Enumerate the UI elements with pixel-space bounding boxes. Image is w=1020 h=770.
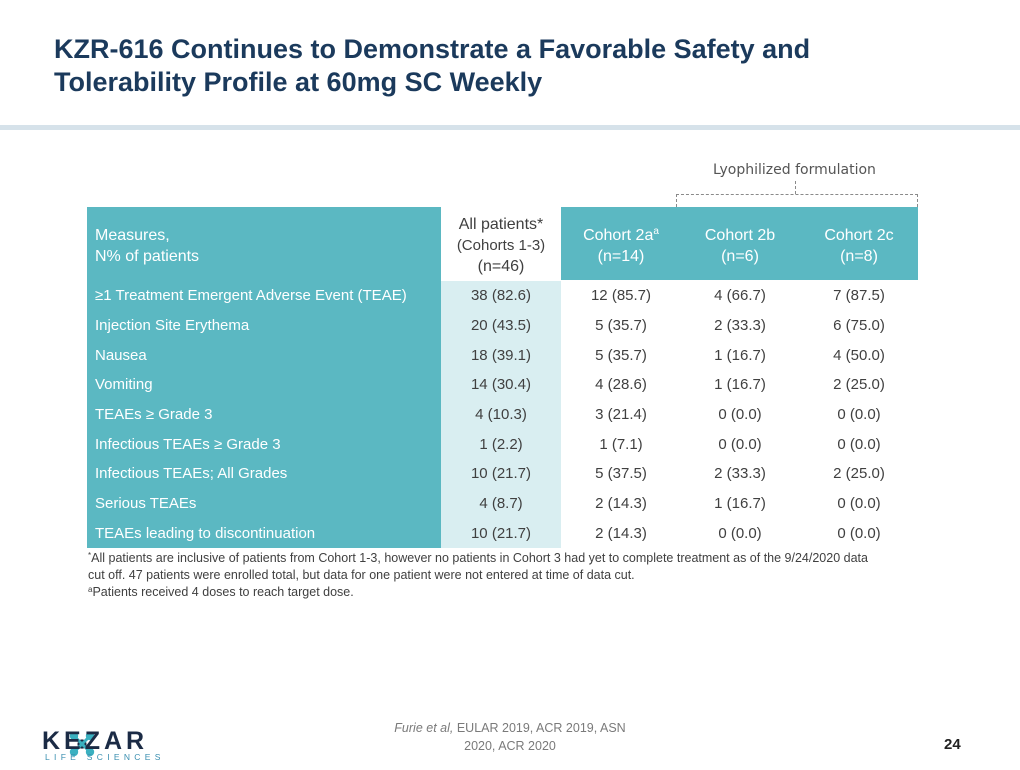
footnote-star-mark: * bbox=[88, 551, 92, 560]
header-measures-line-1: Measures, bbox=[95, 227, 170, 244]
page-number: 24 bbox=[944, 736, 961, 753]
lyophilized-formulation-label: Lyophilized formulation bbox=[713, 162, 876, 178]
header-cohort-2c-label: Cohort 2c bbox=[824, 227, 894, 244]
header-cohort-2c-n: (n=8) bbox=[840, 248, 878, 265]
table-row: Infectious TEAEs; All Grades 10 (21.7) 5… bbox=[0, 459, 1020, 489]
cell-all-patients: 10 (21.7) bbox=[470, 525, 532, 542]
citation-authors: Furie et al, bbox=[394, 721, 454, 735]
cell-cohort-2c: 2 (25.0) bbox=[833, 376, 885, 393]
table-row: TEAEs leading to discontinuation 10 (21.… bbox=[0, 519, 1020, 549]
cell-all-patients: 4 (8.7) bbox=[479, 495, 523, 512]
header-all-patients-line-1: All patients* bbox=[458, 216, 544, 233]
cohort-header-background bbox=[561, 207, 918, 280]
cell-cohort-2b: 0 (0.0) bbox=[718, 525, 762, 542]
kezar-logo-subtitle: LIFE SCIENCES bbox=[45, 752, 165, 762]
cell-cohort-2c: 7 (87.5) bbox=[833, 287, 885, 304]
row-measure: Vomiting bbox=[95, 376, 153, 393]
cell-cohort-2b: 0 (0.0) bbox=[718, 406, 762, 423]
cell-cohort-2a: 5 (37.5) bbox=[595, 465, 647, 482]
cell-cohort-2c: 0 (0.0) bbox=[837, 495, 881, 512]
header-cohort-2c: Cohort 2c (n=8) bbox=[800, 225, 918, 267]
page-title-line-1: KZR-616 Continues to Demonstrate a Favor… bbox=[54, 34, 811, 64]
header-all-patients: All patients* (Cohorts 1-3) (n=46) bbox=[441, 214, 561, 277]
header-cohort-2b: Cohort 2b (n=6) bbox=[681, 225, 799, 267]
header-all-patients-line-3: (n=46) bbox=[477, 258, 525, 275]
row-measure: Nausea bbox=[95, 347, 147, 364]
cell-cohort-2c: 0 (0.0) bbox=[837, 525, 881, 542]
cell-cohort-2b: 1 (16.7) bbox=[714, 376, 766, 393]
table-row: Vomiting 14 (30.4) 4 (28.6) 1 (16.7) 2 (… bbox=[0, 370, 1020, 400]
citation: Furie et al, EULAR 2019, ACR 2019, ASN 2… bbox=[380, 719, 640, 755]
cell-cohort-2a: 1 (7.1) bbox=[599, 436, 643, 453]
row-measure: Injection Site Erythema bbox=[95, 317, 250, 334]
row-measure: TEAEs leading to discontinuation bbox=[95, 525, 316, 542]
citation-line-1: EULAR 2019, ACR 2019, ASN bbox=[453, 721, 626, 735]
cell-cohort-2b: 1 (16.7) bbox=[714, 495, 766, 512]
cell-cohort-2a: 3 (21.4) bbox=[595, 406, 647, 423]
cell-cohort-2a: 5 (35.7) bbox=[595, 347, 647, 364]
page-title: KZR-616 Continues to Demonstrate a Favor… bbox=[54, 33, 954, 99]
header-cohort-2a-superscript: a bbox=[653, 226, 659, 237]
all-patients-header-cell bbox=[441, 207, 561, 281]
header-cohort-2a-n: (n=14) bbox=[597, 248, 645, 265]
table-row: TEAEs ≥ Grade 3 4 (10.3) 3 (21.4) 0 (0.0… bbox=[0, 400, 1020, 430]
cell-cohort-2b: 0 (0.0) bbox=[718, 436, 762, 453]
cell-cohort-2c: 6 (75.0) bbox=[833, 317, 885, 334]
cell-cohort-2a: 4 (28.6) bbox=[595, 376, 647, 393]
cell-cohort-2b: 1 (16.7) bbox=[714, 347, 766, 364]
kezar-logo-mark-icon bbox=[69, 731, 95, 757]
header-all-patients-line-2: (Cohorts 1-3) bbox=[456, 237, 546, 254]
footnotes: *All patients are inclusive of patients … bbox=[88, 550, 928, 601]
page-title-line-2: Tolerability Profile at 60mg SC Weekly bbox=[54, 67, 543, 97]
cell-cohort-2a: 2 (14.3) bbox=[595, 495, 647, 512]
cell-all-patients: 38 (82.6) bbox=[470, 287, 532, 304]
footnote-target-dose-text: Patients received 4 doses to reach targe… bbox=[92, 585, 354, 599]
title-divider bbox=[0, 125, 1020, 130]
cell-cohort-2c: 2 (25.0) bbox=[833, 465, 885, 482]
footnote-all-patients: *All patients are inclusive of patients … bbox=[88, 550, 928, 567]
cell-cohort-2c: 0 (0.0) bbox=[837, 406, 881, 423]
cell-all-patients: 4 (10.3) bbox=[475, 406, 527, 423]
header-measures-line-2: N% of patients bbox=[95, 248, 200, 265]
cell-all-patients: 14 (30.4) bbox=[470, 376, 532, 393]
lyophilized-bracket bbox=[676, 194, 918, 207]
cell-all-patients: 10 (21.7) bbox=[470, 465, 532, 482]
cell-cohort-2c: 0 (0.0) bbox=[837, 436, 881, 453]
row-measure: Infectious TEAEs; All Grades bbox=[95, 465, 288, 482]
table-row: ≥1 Treatment Emergent Adverse Event (TEA… bbox=[0, 281, 1020, 311]
row-measure: Serious TEAEs bbox=[95, 495, 197, 512]
header-cohort-2b-n: (n=6) bbox=[721, 248, 759, 265]
row-measure: TEAEs ≥ Grade 3 bbox=[95, 406, 213, 423]
cell-cohort-2a: 12 (85.7) bbox=[590, 287, 652, 304]
measures-column-background bbox=[87, 207, 441, 548]
cell-cohort-2b: 2 (33.3) bbox=[714, 465, 766, 482]
header-cohort-2b-label: Cohort 2b bbox=[704, 227, 776, 244]
table-row: Infectious TEAEs ≥ Grade 3 1 (2.2) 1 (7.… bbox=[0, 430, 1020, 460]
lyophilized-bracket-tick bbox=[795, 181, 796, 194]
cell-all-patients: 1 (2.2) bbox=[479, 436, 523, 453]
footnote-all-patients-line-1: All patients are inclusive of patients f… bbox=[91, 551, 868, 565]
cell-cohort-2a: 2 (14.3) bbox=[595, 525, 647, 542]
cell-cohort-2a: 5 (35.7) bbox=[595, 317, 647, 334]
cell-all-patients: 20 (43.5) bbox=[470, 317, 532, 334]
row-measure: Infectious TEAEs ≥ Grade 3 bbox=[95, 436, 281, 453]
row-measure: ≥1 Treatment Emergent Adverse Event (TEA… bbox=[95, 287, 407, 304]
kezar-logo-wordmark: KEZAR bbox=[42, 727, 149, 755]
citation-line-2: 2020, ACR 2020 bbox=[464, 739, 556, 753]
table-row: Injection Site Erythema 20 (43.5) 5 (35.… bbox=[0, 311, 1020, 341]
cell-all-patients: 18 (39.1) bbox=[470, 347, 532, 364]
all-patients-column-background bbox=[441, 281, 561, 548]
table-row: Nausea 18 (39.1) 5 (35.7) 1 (16.7) 4 (50… bbox=[0, 341, 1020, 371]
header-cohort-2a: Cohort 2aa (n=14) bbox=[562, 225, 680, 267]
cell-cohort-2b: 2 (33.3) bbox=[714, 317, 766, 334]
cell-cohort-2b: 4 (66.7) bbox=[714, 287, 766, 304]
cell-cohort-2c: 4 (50.0) bbox=[833, 347, 885, 364]
footnote-all-patients-line-2: cut off. 47 patients were enrolled total… bbox=[88, 568, 635, 582]
header-cohort-2a-label: Cohort 2a bbox=[583, 227, 654, 244]
footnote-a-mark: a bbox=[88, 585, 93, 594]
header-measures: Measures, N% of patients bbox=[95, 225, 425, 267]
footnote-target-dose: aPatients received 4 doses to reach targ… bbox=[88, 584, 928, 601]
table-row: Serious TEAEs 4 (8.7) 2 (14.3) 1 (16.7) … bbox=[0, 489, 1020, 519]
